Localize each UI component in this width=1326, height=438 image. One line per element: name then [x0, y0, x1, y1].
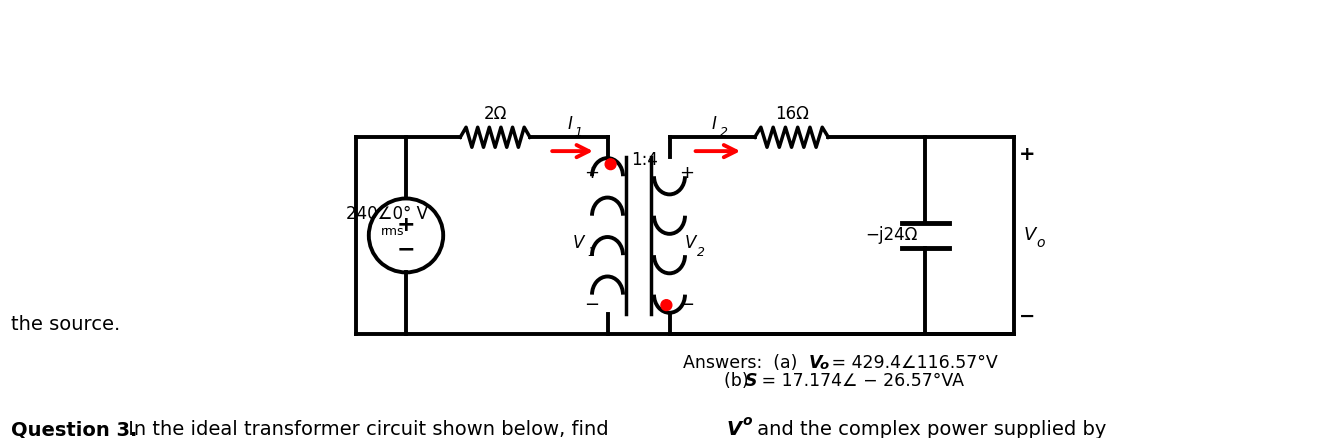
- Text: o: o: [743, 414, 752, 428]
- Text: = 429.4∠116.57°V: = 429.4∠116.57°V: [826, 354, 997, 372]
- Text: Answers:  (a): Answers: (a): [683, 354, 804, 372]
- Text: 1: 1: [575, 126, 583, 139]
- Text: 2Ω: 2Ω: [484, 106, 507, 124]
- Text: +: +: [1018, 145, 1036, 164]
- Text: 16Ω: 16Ω: [774, 106, 809, 124]
- Text: −: −: [396, 239, 415, 259]
- Text: rms: rms: [381, 225, 404, 238]
- Text: = 17.174∠ − 26.57°VA: = 17.174∠ − 26.57°VA: [756, 372, 964, 390]
- Text: −j24Ω: −j24Ω: [865, 226, 918, 244]
- Text: I: I: [568, 115, 572, 133]
- Text: Question 3.: Question 3.: [11, 420, 137, 438]
- Text: 2: 2: [720, 126, 728, 139]
- Text: V: V: [727, 420, 741, 438]
- Text: the source.: the source.: [11, 315, 119, 334]
- Text: V: V: [573, 234, 585, 252]
- Text: S: S: [745, 372, 757, 390]
- Circle shape: [605, 159, 617, 170]
- Text: (b): (b): [724, 372, 754, 390]
- Text: o: o: [1036, 236, 1045, 250]
- Text: In the ideal transformer circuit shown below, find: In the ideal transformer circuit shown b…: [122, 420, 615, 438]
- Text: 2: 2: [697, 246, 705, 259]
- Text: I: I: [712, 115, 717, 133]
- Text: 240∠0° V: 240∠0° V: [346, 205, 427, 223]
- Text: −: −: [585, 296, 599, 314]
- Text: 1: 1: [587, 246, 595, 259]
- Text: 1:4: 1:4: [631, 151, 658, 169]
- Text: V: V: [809, 354, 822, 372]
- Text: V: V: [686, 234, 696, 252]
- Circle shape: [660, 300, 672, 311]
- Text: +: +: [396, 215, 415, 235]
- Text: V: V: [1024, 226, 1036, 244]
- Text: −: −: [679, 296, 693, 314]
- Text: +: +: [585, 164, 599, 183]
- Text: and the complex power supplied by: and the complex power supplied by: [751, 420, 1106, 438]
- Text: o: o: [819, 359, 829, 372]
- Text: −: −: [1018, 307, 1036, 326]
- Text: +: +: [679, 164, 693, 183]
